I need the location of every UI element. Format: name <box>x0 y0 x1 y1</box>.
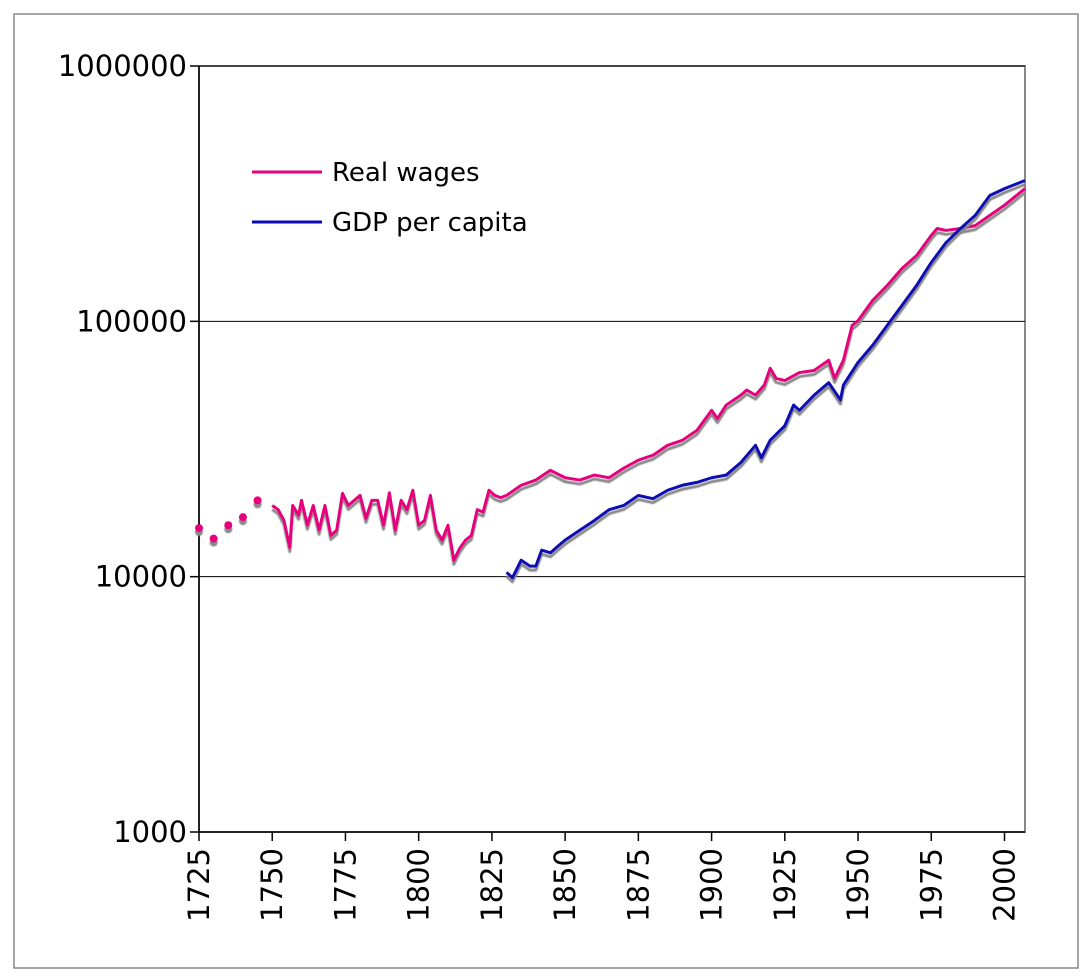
data-point <box>195 524 203 533</box>
x-tick-label: 2000 <box>987 848 1021 922</box>
x-tick-label: 1950 <box>841 848 875 922</box>
x-tick-label: 1975 <box>914 848 948 922</box>
y-tick-label: 1000000 <box>58 49 187 83</box>
x-tick-label: 1775 <box>328 848 362 922</box>
x-tick-label: 1875 <box>621 848 655 922</box>
plot-border <box>198 65 1026 833</box>
data-point <box>253 496 262 505</box>
data-point <box>224 521 233 530</box>
x-tick-label: 1900 <box>695 848 729 922</box>
x-tick-label: 1925 <box>768 848 802 922</box>
x-tick-label: 1850 <box>548 848 582 922</box>
y-tick-label: 1000 <box>113 815 187 849</box>
y-tick-label: 100000 <box>76 304 187 338</box>
y-tick-label: 10000 <box>95 560 187 594</box>
x-tick-label: 1800 <box>402 848 436 922</box>
data-line <box>271 187 1026 562</box>
data-point <box>209 534 218 543</box>
legend-label: Real wages <box>332 158 480 188</box>
series <box>195 187 1026 562</box>
x-tick-label: 1825 <box>475 848 509 922</box>
x-tick-label: 1725 <box>182 848 216 922</box>
legend-label: GDP per capita <box>332 208 528 238</box>
chart-frame <box>13 13 1079 969</box>
data-line <box>505 179 1026 580</box>
series <box>505 179 1026 580</box>
x-tick-label: 1750 <box>255 848 289 922</box>
data-point <box>238 513 247 522</box>
